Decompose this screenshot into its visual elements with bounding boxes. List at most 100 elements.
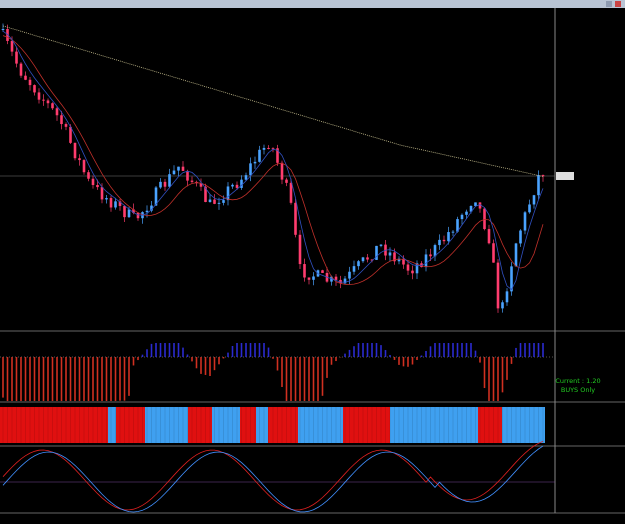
candle-body	[541, 175, 545, 177]
candle-body	[303, 264, 306, 278]
candle-body	[411, 270, 414, 274]
signal-block	[256, 407, 268, 443]
signal-block	[0, 407, 108, 443]
candle-body	[46, 100, 50, 104]
candle-body	[204, 186, 207, 202]
candle-body	[334, 276, 338, 280]
candle-body	[487, 229, 491, 244]
candle-body	[442, 239, 446, 242]
candle-body	[393, 252, 396, 262]
ma-mid	[2, 35, 544, 285]
candle-body	[474, 202, 477, 206]
signal-block	[268, 407, 298, 443]
candle-body	[37, 92, 41, 100]
candle-body	[406, 264, 410, 271]
candle-body	[249, 163, 252, 176]
candle-body	[424, 254, 428, 268]
candle-body	[478, 202, 482, 209]
candle-body	[519, 230, 522, 244]
candle-body	[222, 200, 225, 203]
candle-body	[226, 186, 230, 201]
trend-waves-histogram	[2, 343, 544, 401]
candle-body	[213, 199, 216, 204]
candle-body	[231, 184, 234, 187]
candle-body	[271, 148, 275, 150]
candle-body	[352, 266, 356, 272]
candle-body	[136, 212, 140, 219]
candle-body	[375, 245, 378, 260]
candle-body	[109, 198, 113, 208]
candle-body	[465, 211, 468, 215]
candle-body	[114, 201, 117, 208]
candle-body	[123, 205, 126, 218]
candle-body	[451, 231, 455, 233]
candle-body	[339, 279, 342, 284]
candle-body	[505, 291, 509, 303]
candle-body	[343, 278, 347, 284]
oscillator	[2, 441, 544, 513]
signal-block	[502, 407, 545, 443]
candle-body	[523, 212, 527, 231]
signal-block	[420, 407, 478, 443]
signal-block	[188, 407, 212, 443]
candle-body	[289, 182, 293, 203]
candle-body	[235, 184, 239, 188]
candle-body	[64, 124, 68, 127]
candle-body	[1, 29, 5, 31]
candle-body	[42, 99, 45, 101]
candle-body	[321, 270, 324, 273]
candle-body	[285, 179, 288, 183]
ma-slow	[2, 25, 544, 177]
candle-body	[154, 187, 158, 206]
bid-label-box	[556, 172, 574, 180]
candle-body	[240, 179, 243, 188]
candle-body	[87, 172, 90, 179]
candle-body	[307, 277, 311, 280]
candle-body	[492, 243, 495, 263]
candle-body	[298, 234, 302, 265]
candle-body	[208, 199, 212, 202]
candle-body	[177, 166, 180, 171]
osc-red	[2, 441, 544, 511]
candle-body	[433, 245, 437, 257]
candle-body	[456, 219, 459, 232]
candle-body	[60, 115, 63, 125]
candle-body	[280, 162, 284, 180]
candle-body	[370, 259, 374, 261]
candles	[1, 23, 545, 313]
signal-block	[108, 407, 116, 443]
candle-body	[100, 187, 104, 200]
candle-body	[501, 302, 504, 309]
candle-body	[366, 257, 369, 260]
candle-body	[262, 147, 266, 150]
signal-block	[240, 407, 256, 443]
candle-body	[24, 75, 27, 80]
candle-body	[415, 263, 419, 274]
signal-block	[145, 407, 188, 443]
candle-body	[159, 181, 162, 188]
candle-body	[73, 142, 77, 159]
candle-body	[217, 202, 221, 204]
candle-body	[429, 254, 432, 257]
candle-body	[388, 252, 392, 256]
candle-body	[172, 170, 176, 175]
candle-body	[537, 175, 540, 196]
signal-label: BUYS Only	[561, 386, 595, 394]
candle-body	[258, 149, 261, 162]
candle-body	[51, 103, 54, 109]
candle-body	[460, 214, 464, 220]
candle-body	[150, 205, 153, 211]
close-button[interactable]	[615, 1, 621, 7]
window-button[interactable]	[606, 1, 612, 7]
candle-body	[532, 195, 536, 205]
candle-body	[82, 160, 86, 173]
candle-body	[361, 257, 365, 262]
candle-body	[69, 126, 72, 143]
candle-body	[127, 209, 131, 218]
candle-body	[91, 178, 95, 185]
candle-body	[357, 261, 360, 267]
candle-body	[496, 262, 500, 309]
candle-body	[118, 201, 122, 206]
